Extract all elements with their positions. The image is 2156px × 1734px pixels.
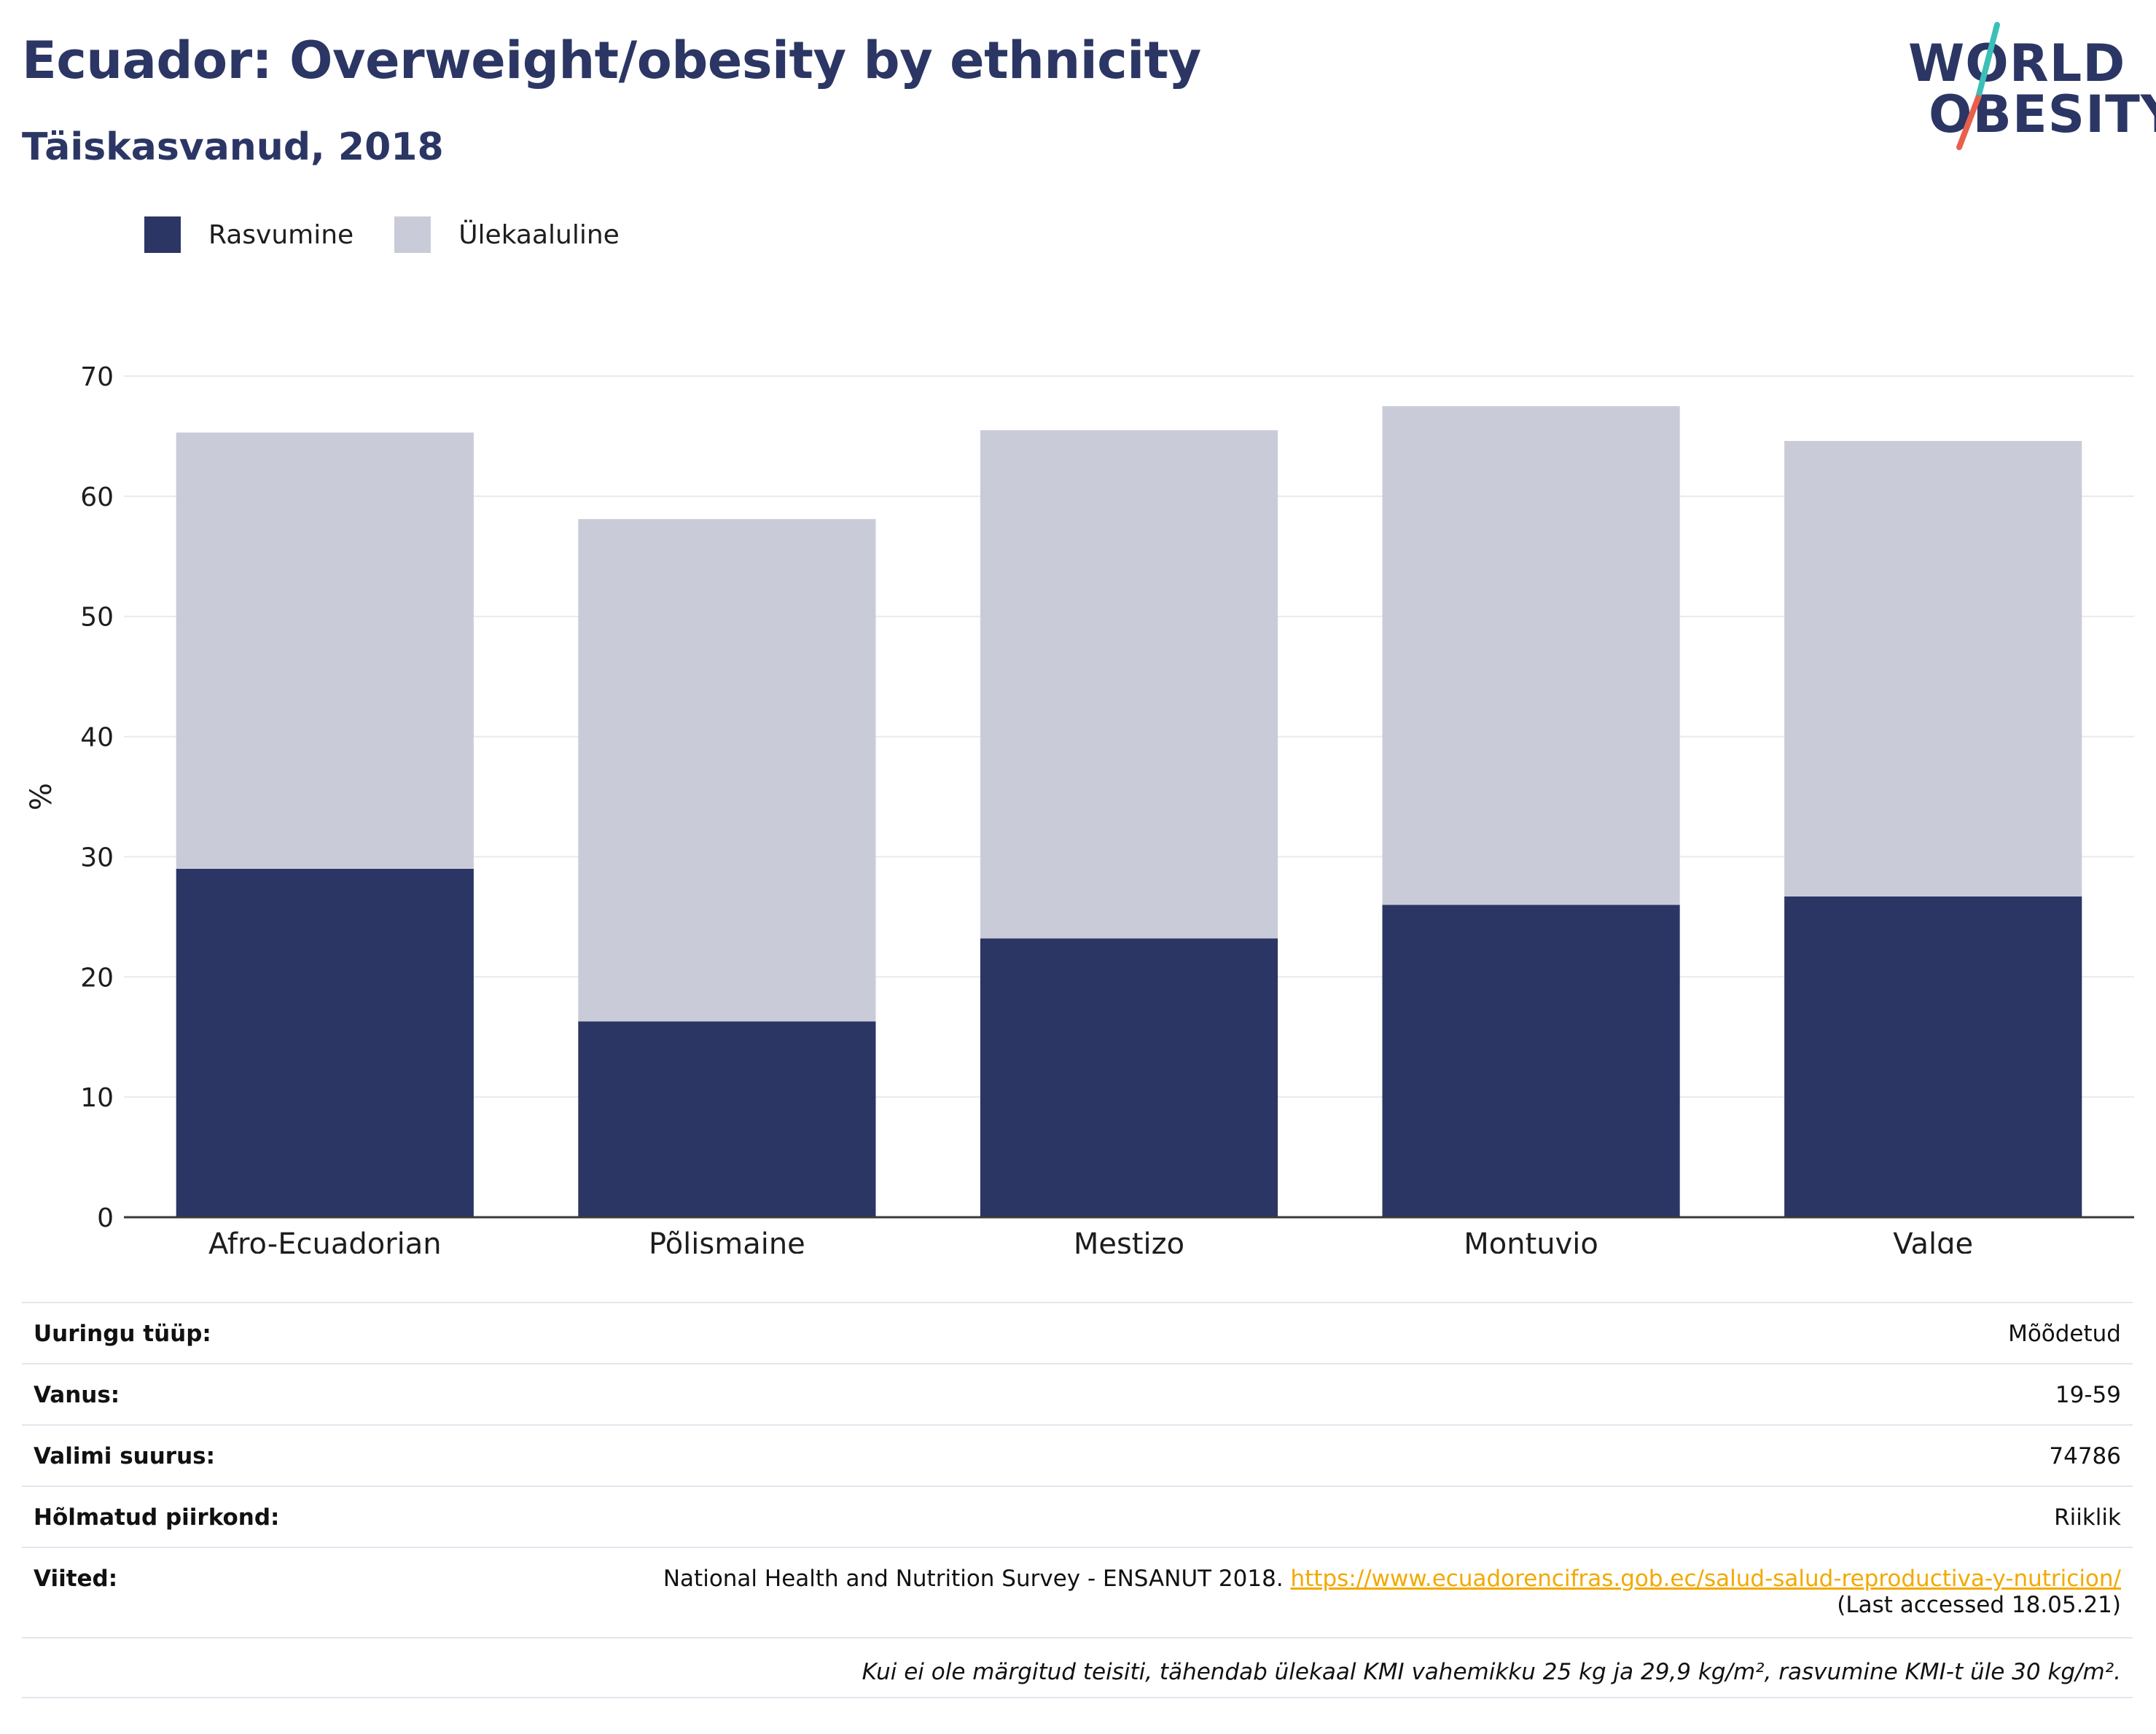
bar-segment-ülekaaluline (980, 430, 1278, 939)
y-tick-label: 20 (80, 963, 114, 993)
bar-segment-ülekaaluline (1784, 441, 2082, 897)
bar-segment-ülekaaluline (578, 519, 876, 1022)
bar-segment-rasvumine (1784, 896, 2082, 1217)
logo-word-world: WORLD (1908, 34, 2126, 93)
x-tick-label: Montuvio (1464, 1227, 1598, 1254)
info-row-age: Vanus: 19-59 (22, 1363, 2133, 1424)
info-label-sample-size: Valimi suurus: (34, 1443, 215, 1469)
y-tick-label: 40 (80, 723, 114, 753)
x-tick-label: Afro-Ecuadorian (208, 1227, 442, 1254)
chart-title: Ecuador: Overweight/obesity by ethnicity (22, 31, 1201, 90)
legend-item-obesity: Rasvumine (144, 216, 354, 253)
x-tick-label: Valge (1893, 1227, 1973, 1254)
x-tick-label: Põlismaine (649, 1227, 805, 1254)
info-value-survey-type: Mõõdetud (2008, 1321, 2121, 1347)
chart-subtitle: Täiskasvanud, 2018 (22, 125, 444, 169)
legend-label-obesity: Rasvumine (208, 219, 354, 250)
info-row-sample-size: Valimi suurus: 74786 (22, 1424, 2133, 1485)
bar-segment-rasvumine (578, 1021, 876, 1217)
y-tick-label: 60 (80, 483, 114, 512)
y-tick-label: 10 (80, 1083, 114, 1113)
bar-segment-rasvumine (176, 868, 474, 1217)
reference-accessed: (Last accessed 18.05.21) (1837, 1592, 2121, 1618)
info-value-age: 19-59 (2055, 1382, 2121, 1408)
y-tick-label: 50 (80, 603, 114, 633)
info-row-footnote: Kui ei ole märgitud teisiti, tähendab ül… (22, 1637, 2133, 1698)
logo-slash-icon (1956, 22, 2000, 150)
y-tick-label: 30 (80, 843, 114, 872)
legend-swatch-overweight (394, 216, 431, 253)
info-value-sample-size: 74786 (2049, 1443, 2121, 1469)
survey-info-table: Uuringu tüüp: Mõõdetud Vanus: 19-59 Vali… (22, 1302, 2133, 1698)
x-tick-label: Mestizo (1074, 1227, 1184, 1254)
world-obesity-logo: WORLD OBESITY (1902, 22, 2156, 153)
bar-segment-ülekaaluline (176, 432, 474, 869)
bar-segment-rasvumine (980, 938, 1278, 1217)
bmi-footnote: Kui ei ole märgitud teisiti, tähendab ül… (862, 1659, 2121, 1685)
reference-link[interactable]: https://www.ecuadorencifras.gob.ec/salud… (1290, 1566, 2121, 1592)
info-value-references: National Health and Nutrition Survey - E… (663, 1566, 2121, 1618)
info-value-coverage: Riiklik (2054, 1504, 2121, 1531)
y-tick-label: 0 (97, 1203, 114, 1233)
legend-label-overweight: Ülekaaluline (458, 219, 620, 250)
reference-text: National Health and Nutrition Survey - E… (663, 1566, 1291, 1592)
info-row-references: Viited: National Health and Nutrition Su… (22, 1547, 2133, 1637)
chart-legend: Rasvumine Ülekaaluline (144, 216, 660, 254)
legend-swatch-obesity (144, 216, 181, 253)
stacked-bar-chart: 0 10 20 30 40 50 60 70% Afro-Ecuadorian Põlismain… (25, 362, 2134, 1254)
info-label-age: Vanus: (34, 1382, 120, 1408)
info-row-survey-type: Uuringu tüüp: Mõõdetud (22, 1302, 2133, 1363)
y-tick-label: 70 (80, 362, 114, 392)
y-axis-label: % (25, 783, 58, 811)
info-row-coverage: Hõlmatud piirkond: Riiklik (22, 1485, 2133, 1547)
info-label-coverage: Hõlmatud piirkond: (34, 1504, 280, 1531)
bar-segment-ülekaaluline (1382, 406, 1680, 905)
info-label-survey-type: Uuringu tüüp: (34, 1321, 211, 1347)
bar-segment-rasvumine (1382, 905, 1680, 1217)
legend-item-overweight: Ülekaaluline (394, 216, 620, 253)
info-label-references: Viited: (34, 1566, 118, 1592)
